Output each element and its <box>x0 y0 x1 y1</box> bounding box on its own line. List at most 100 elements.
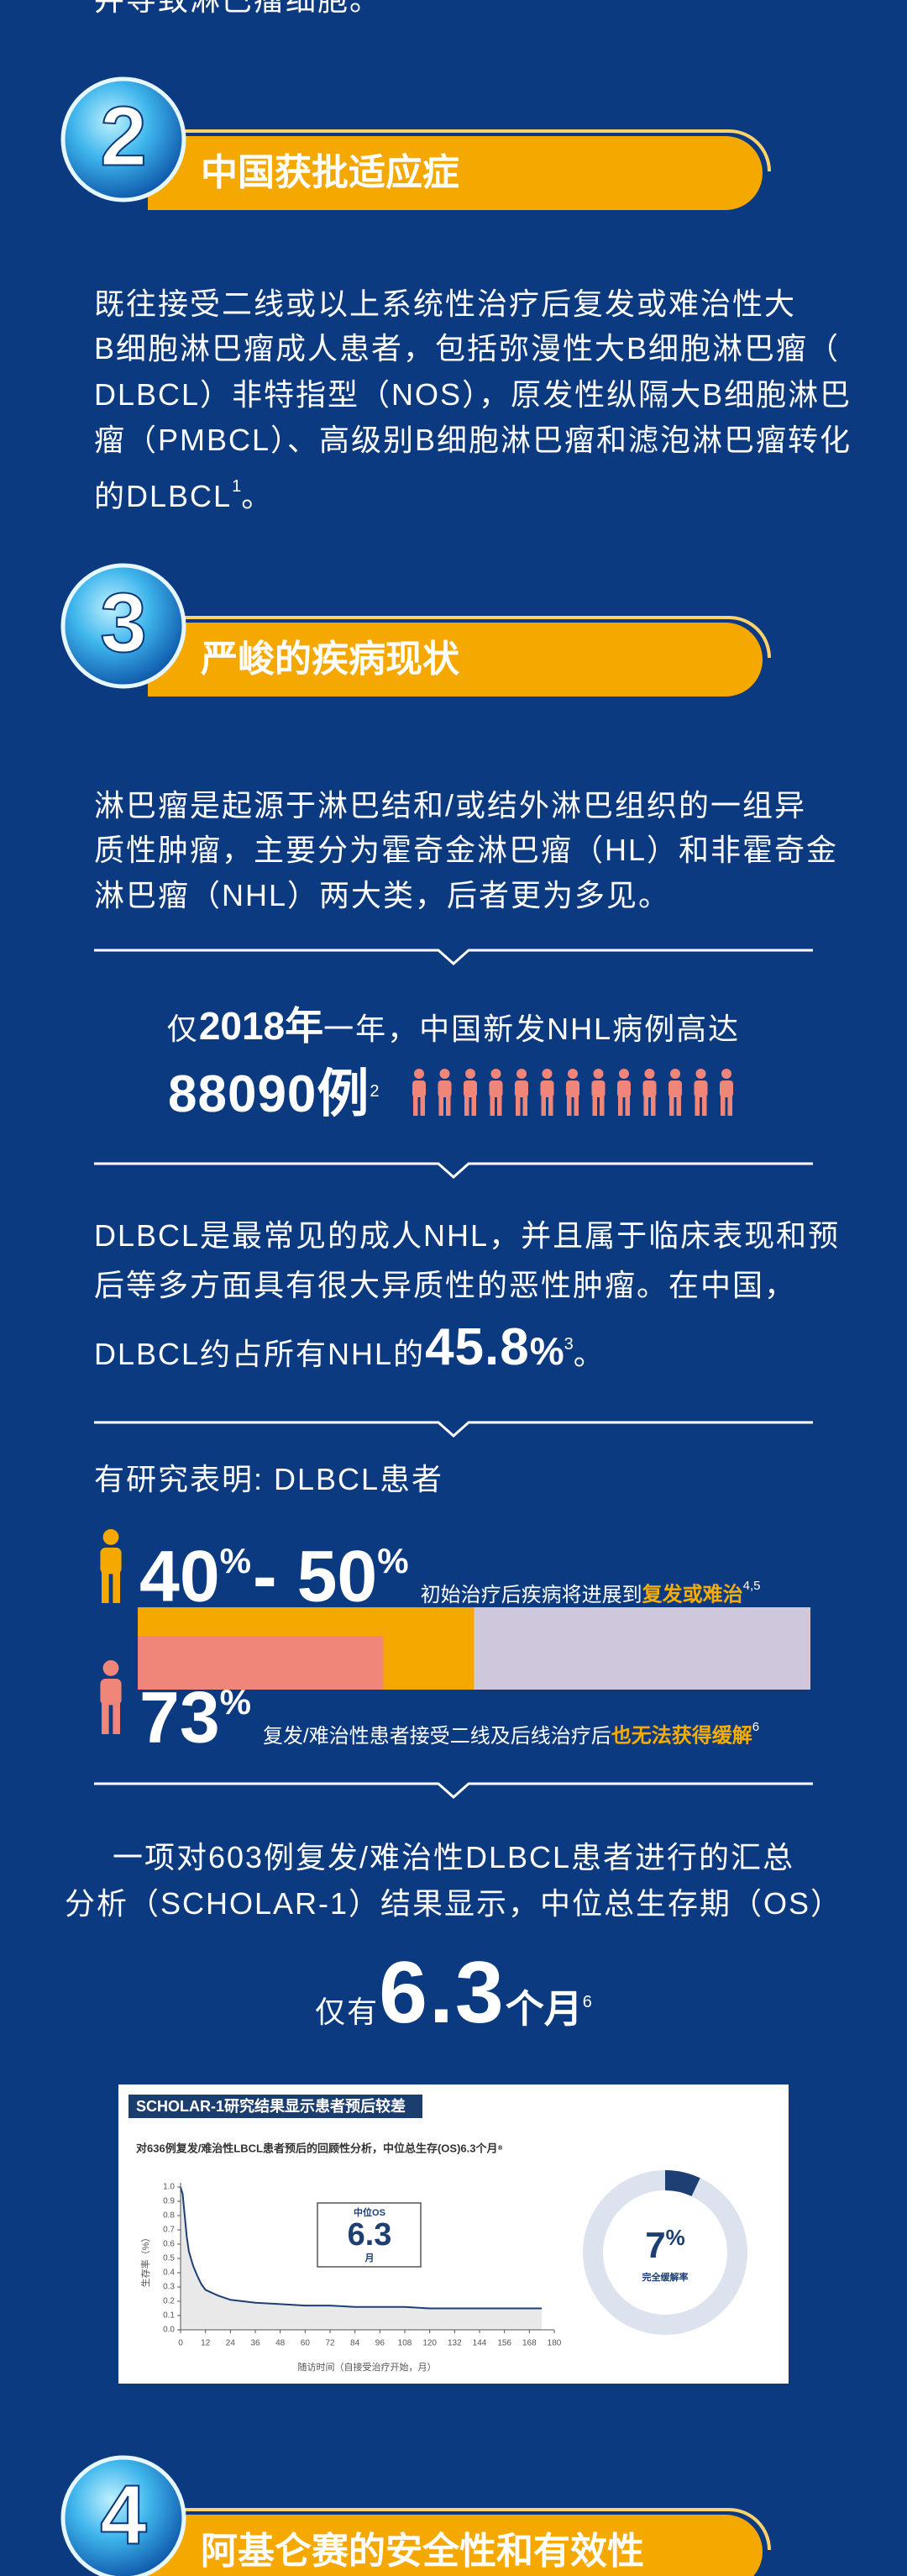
median-label: 中位OS <box>354 2206 385 2218</box>
text-line: 分析（SCHOLAR-1）结果显示，中位总生存期（OS） <box>0 1853 907 1954</box>
text-span: 。 <box>241 479 274 513</box>
badge-number: 2 <box>100 89 147 183</box>
y-axis-label: 生存率（%） <box>139 2233 151 2288</box>
section-title: 中国获批适应症 <box>201 152 459 193</box>
person-icon <box>471 1094 476 1116</box>
text-line: 质性肿瘤，主要分为霍奇金淋巴瘤（HL）和非霍奇金 <box>94 828 838 873</box>
text-span: 既往接受二线或以上系统性治疗后复发或难治性大 <box>94 287 797 321</box>
person-icon <box>490 1069 501 1079</box>
stats-intro: 有研究表明: DLBCL患者 <box>94 1462 444 1496</box>
stat-text: % <box>377 1541 411 1580</box>
y-tick-label: 1.0 <box>163 2183 175 2192</box>
x-tick-label: 36 <box>250 2339 260 2348</box>
person-icon <box>464 1094 469 1116</box>
person-icon <box>676 1094 681 1116</box>
banner <box>148 2515 763 2576</box>
y-tick-label: 0.5 <box>163 2254 175 2263</box>
person-icon <box>643 1094 648 1116</box>
badge-number: 4 <box>100 2468 147 2562</box>
x-tick-label: 12 <box>201 2339 211 2348</box>
y-tick-label: 0.8 <box>163 2211 175 2221</box>
median-value: 6.3 <box>348 2217 392 2253</box>
person-icon <box>625 1094 630 1116</box>
x-tick-label: 96 <box>375 2339 385 2348</box>
person-icon <box>721 1069 731 1079</box>
person-icon <box>695 1094 700 1116</box>
person-icon <box>438 1080 452 1097</box>
text-line: 瘤（PMBCL）、高级别B细胞淋巴瘤和滤泡淋巴瘤转化 <box>94 418 852 463</box>
person-icon <box>702 1094 707 1116</box>
person-icon <box>600 1094 605 1116</box>
stat-text: 也无法获得缓解 <box>611 1724 752 1748</box>
stat-text: 6 <box>752 1720 760 1735</box>
person-icon <box>593 1069 604 1079</box>
text-span: DLBCL约占所有NHL的 <box>94 1337 426 1371</box>
text-span: 淋巴瘤（NHL）两大类，后者更为多见。 <box>94 878 671 912</box>
person-icon <box>591 1080 606 1097</box>
text-span: B细胞淋巴瘤成人患者，包括弥漫性大B细胞淋巴瘤（ <box>94 331 841 365</box>
person-icon <box>102 1660 119 1676</box>
text-line: DLBCL是最常见的成人NHL，并且属于临床表现和预 <box>94 1207 840 1265</box>
text-span: 6.3 <box>379 1944 506 2042</box>
text-span: 。 <box>573 1337 606 1371</box>
median-unit: 月 <box>364 2253 375 2263</box>
badge-number: 3 <box>100 576 147 670</box>
text-span: 仅有 <box>315 1995 380 2029</box>
person-icon <box>113 1700 120 1734</box>
x-tick-label: 72 <box>325 2339 335 2348</box>
person-icon <box>642 1080 657 1097</box>
banner-edge <box>148 616 771 659</box>
person-icon <box>420 1094 425 1116</box>
text-line: 淋巴瘤（NHL）两大类，后者更为多见。 <box>94 873 670 918</box>
person-icon <box>540 1080 554 1097</box>
y-tick-label: 0.7 <box>163 2226 175 2235</box>
person-icon <box>617 1080 631 1097</box>
x-tick-label: 132 <box>448 2339 462 2348</box>
text-span: DLBCL）非特指型（NOS），原发性纵隔大B细胞淋巴 <box>94 377 852 412</box>
y-tick-label: 0.1 <box>163 2311 175 2321</box>
text-line: DLBCL约占所有NHL的45.8%3。 <box>94 1315 606 1376</box>
person-icon <box>721 1094 726 1116</box>
badge <box>60 563 186 689</box>
curve-area <box>181 2187 543 2330</box>
x-axis-label: 随访时间（自接受治疗开始，月） <box>298 2361 437 2373</box>
y-tick-label: 0.0 <box>163 2326 175 2335</box>
text-span: 2018年 <box>198 1004 324 1048</box>
divider <box>94 1782 813 1800</box>
x-tick-label: 108 <box>398 2339 412 2348</box>
person-icon <box>446 1094 451 1116</box>
person-icon <box>438 1094 443 1116</box>
x-tick-label: 180 <box>548 2339 562 2348</box>
text-span: % <box>529 1329 564 1373</box>
person-icon <box>516 1069 527 1079</box>
donut-arc <box>664 2170 700 2197</box>
person-icon <box>574 1094 579 1116</box>
text-line: 一项对603例复发/难治性DLBCL患者进行的汇总 <box>0 1807 907 1908</box>
badge <box>60 2455 186 2576</box>
stat-row: 73% 复发/难治性患者接受二线及后线治疗后也无法获得缓解6 <box>139 1660 759 1779</box>
text-span: 45.8 <box>425 1318 530 1376</box>
text-span: 质性肿瘤，主要分为霍奇金淋巴瘤（HL）和非霍奇金 <box>94 833 839 867</box>
figure-title: SCHOLAR-1研究结果显示患者预后较差 <box>136 2097 406 2115</box>
y-tick-label: 0.2 <box>163 2297 175 2306</box>
person-icon <box>670 1069 680 1079</box>
person-icon <box>412 1080 426 1097</box>
text-span: 分析（SCHOLAR-1）结果显示，中位总生存期（OS） <box>64 1886 843 1921</box>
person-icon <box>490 1094 495 1116</box>
text-line: 的DLBCL1。 <box>94 464 273 513</box>
person-icon <box>414 1069 424 1079</box>
x-tick-label: 24 <box>226 2339 236 2348</box>
median-box <box>317 2202 422 2268</box>
divider <box>94 949 813 966</box>
person-icon <box>694 1080 708 1097</box>
reference: 3 <box>564 1335 574 1354</box>
person-icon <box>515 1080 528 1097</box>
banner <box>148 136 763 210</box>
stat-row: 40%- 50%初始治疗后疾病将进展到复发或难治4,5 <box>139 1519 760 1638</box>
stat-text: 复发/难治性患者接受二线及后线治疗后 <box>263 1724 611 1748</box>
person-icon <box>548 1094 553 1116</box>
person-icon <box>102 1529 119 1545</box>
reference: 1 <box>232 477 242 496</box>
